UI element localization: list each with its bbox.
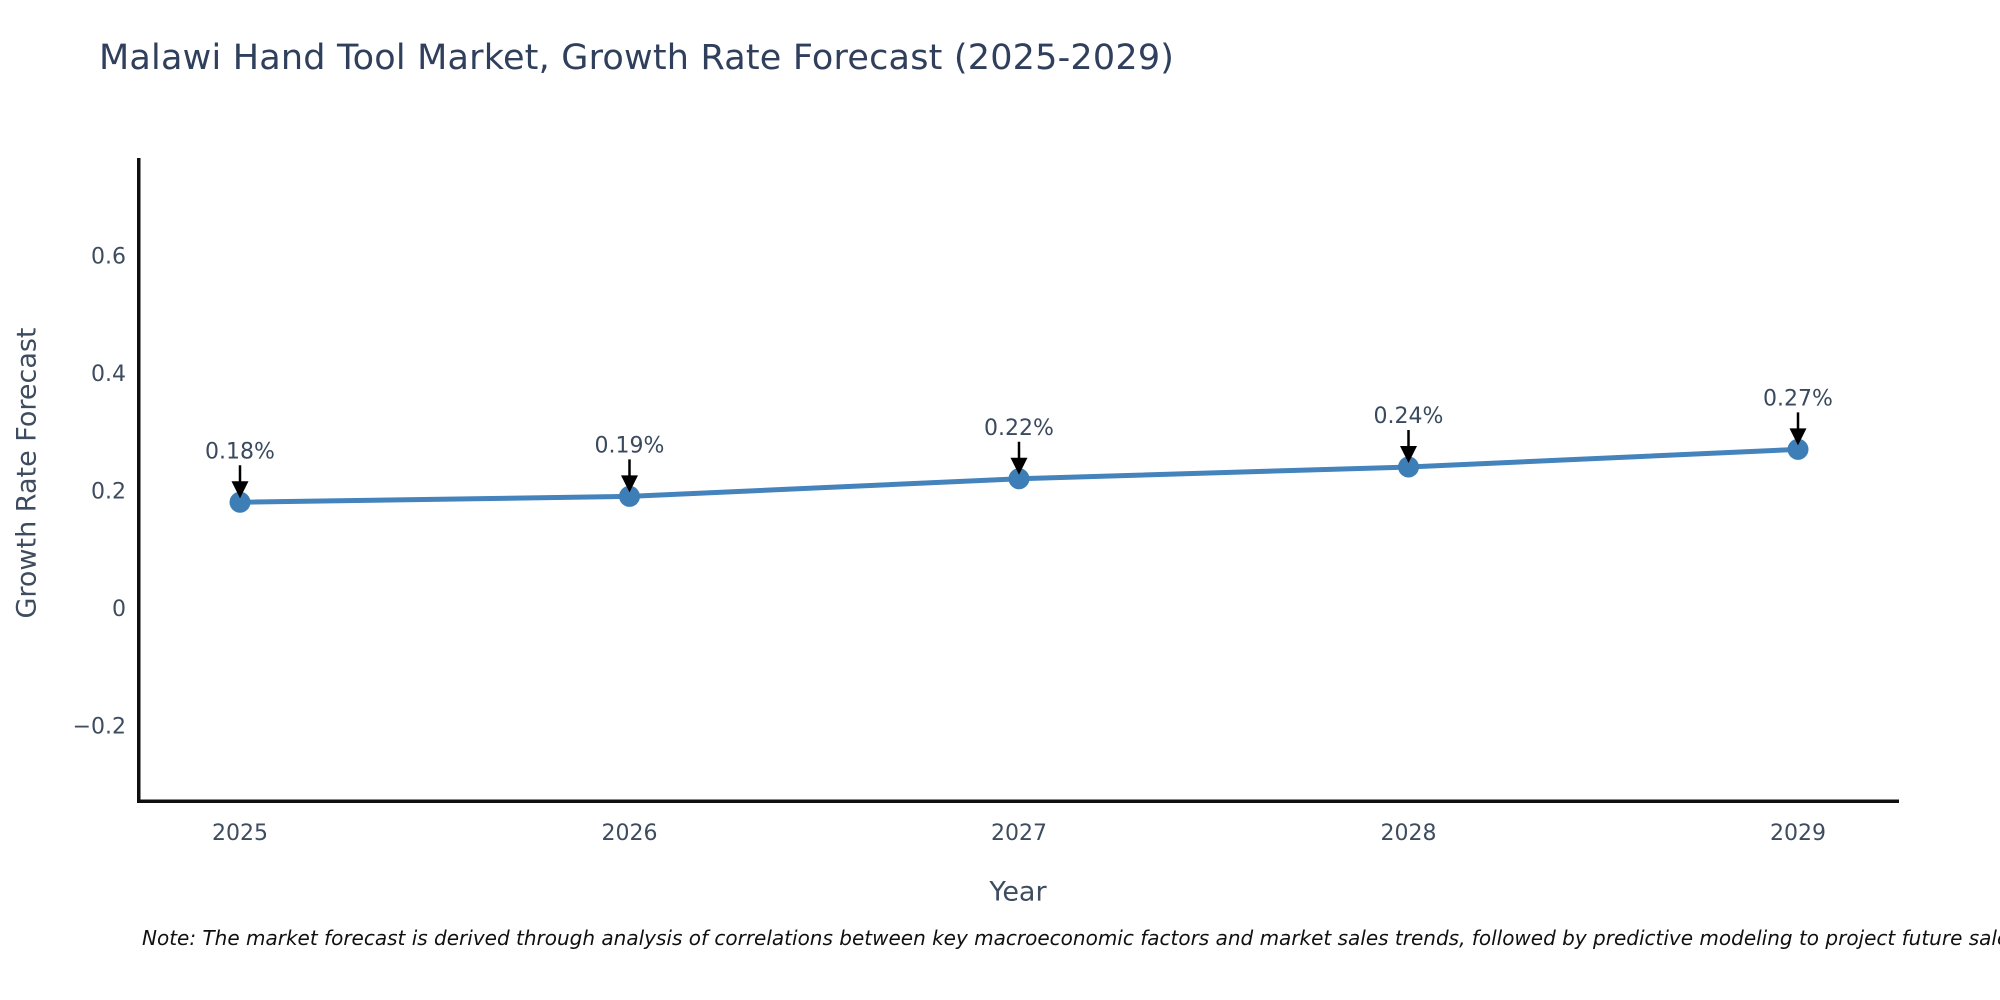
- y-axis-spine: [137, 158, 141, 803]
- y-axis-title: Growth Rate Forecast: [11, 327, 43, 619]
- annotation-arrow-head: [1400, 446, 1417, 463]
- annotation-arrow-head: [621, 475, 638, 493]
- annotation-arrow-head: [231, 481, 249, 499]
- x-tick-label: 2029: [1770, 821, 1826, 846]
- x-tick-label: 2027: [991, 821, 1047, 846]
- x-axis-title: Year: [989, 876, 1047, 908]
- y-tick-label: 0.6: [91, 245, 126, 270]
- x-tick-label: 2026: [602, 821, 658, 846]
- y-tick-label: 0.4: [91, 362, 126, 387]
- data-point-label: 0.18%: [205, 439, 275, 464]
- annotation-arrow-head: [1789, 428, 1807, 446]
- annotation-arrow-head: [1010, 457, 1028, 475]
- data-point-marker: [229, 491, 251, 513]
- y-tick-label: 0.2: [91, 480, 126, 505]
- x-tick-label: 2028: [1381, 821, 1437, 846]
- data-point-label: 0.27%: [1763, 386, 1833, 411]
- y-tick-label: 0: [112, 597, 126, 622]
- data-point-marker: [1008, 468, 1030, 490]
- data-point-label: 0.22%: [984, 416, 1054, 441]
- data-point-marker: [619, 485, 640, 507]
- x-axis-spine: [137, 799, 1899, 803]
- x-tick-label: 2025: [212, 821, 268, 846]
- data-point-label: 0.24%: [1374, 404, 1444, 429]
- footnote: Note: The market forecast is derived thr…: [142, 926, 2000, 950]
- chart-title: Malawi Hand Tool Market, Growth Rate For…: [99, 38, 1175, 78]
- data-point-marker: [1398, 456, 1419, 478]
- y-tick-label: −0.2: [73, 715, 126, 740]
- data-point-label: 0.19%: [595, 433, 665, 458]
- data-point-marker: [1787, 438, 1809, 460]
